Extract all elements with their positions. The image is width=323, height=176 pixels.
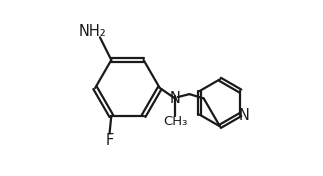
Text: F: F xyxy=(105,133,114,147)
Text: NH₂: NH₂ xyxy=(79,24,107,39)
Text: N: N xyxy=(239,108,250,123)
Text: N: N xyxy=(170,91,181,106)
Text: CH₃: CH₃ xyxy=(163,115,187,128)
